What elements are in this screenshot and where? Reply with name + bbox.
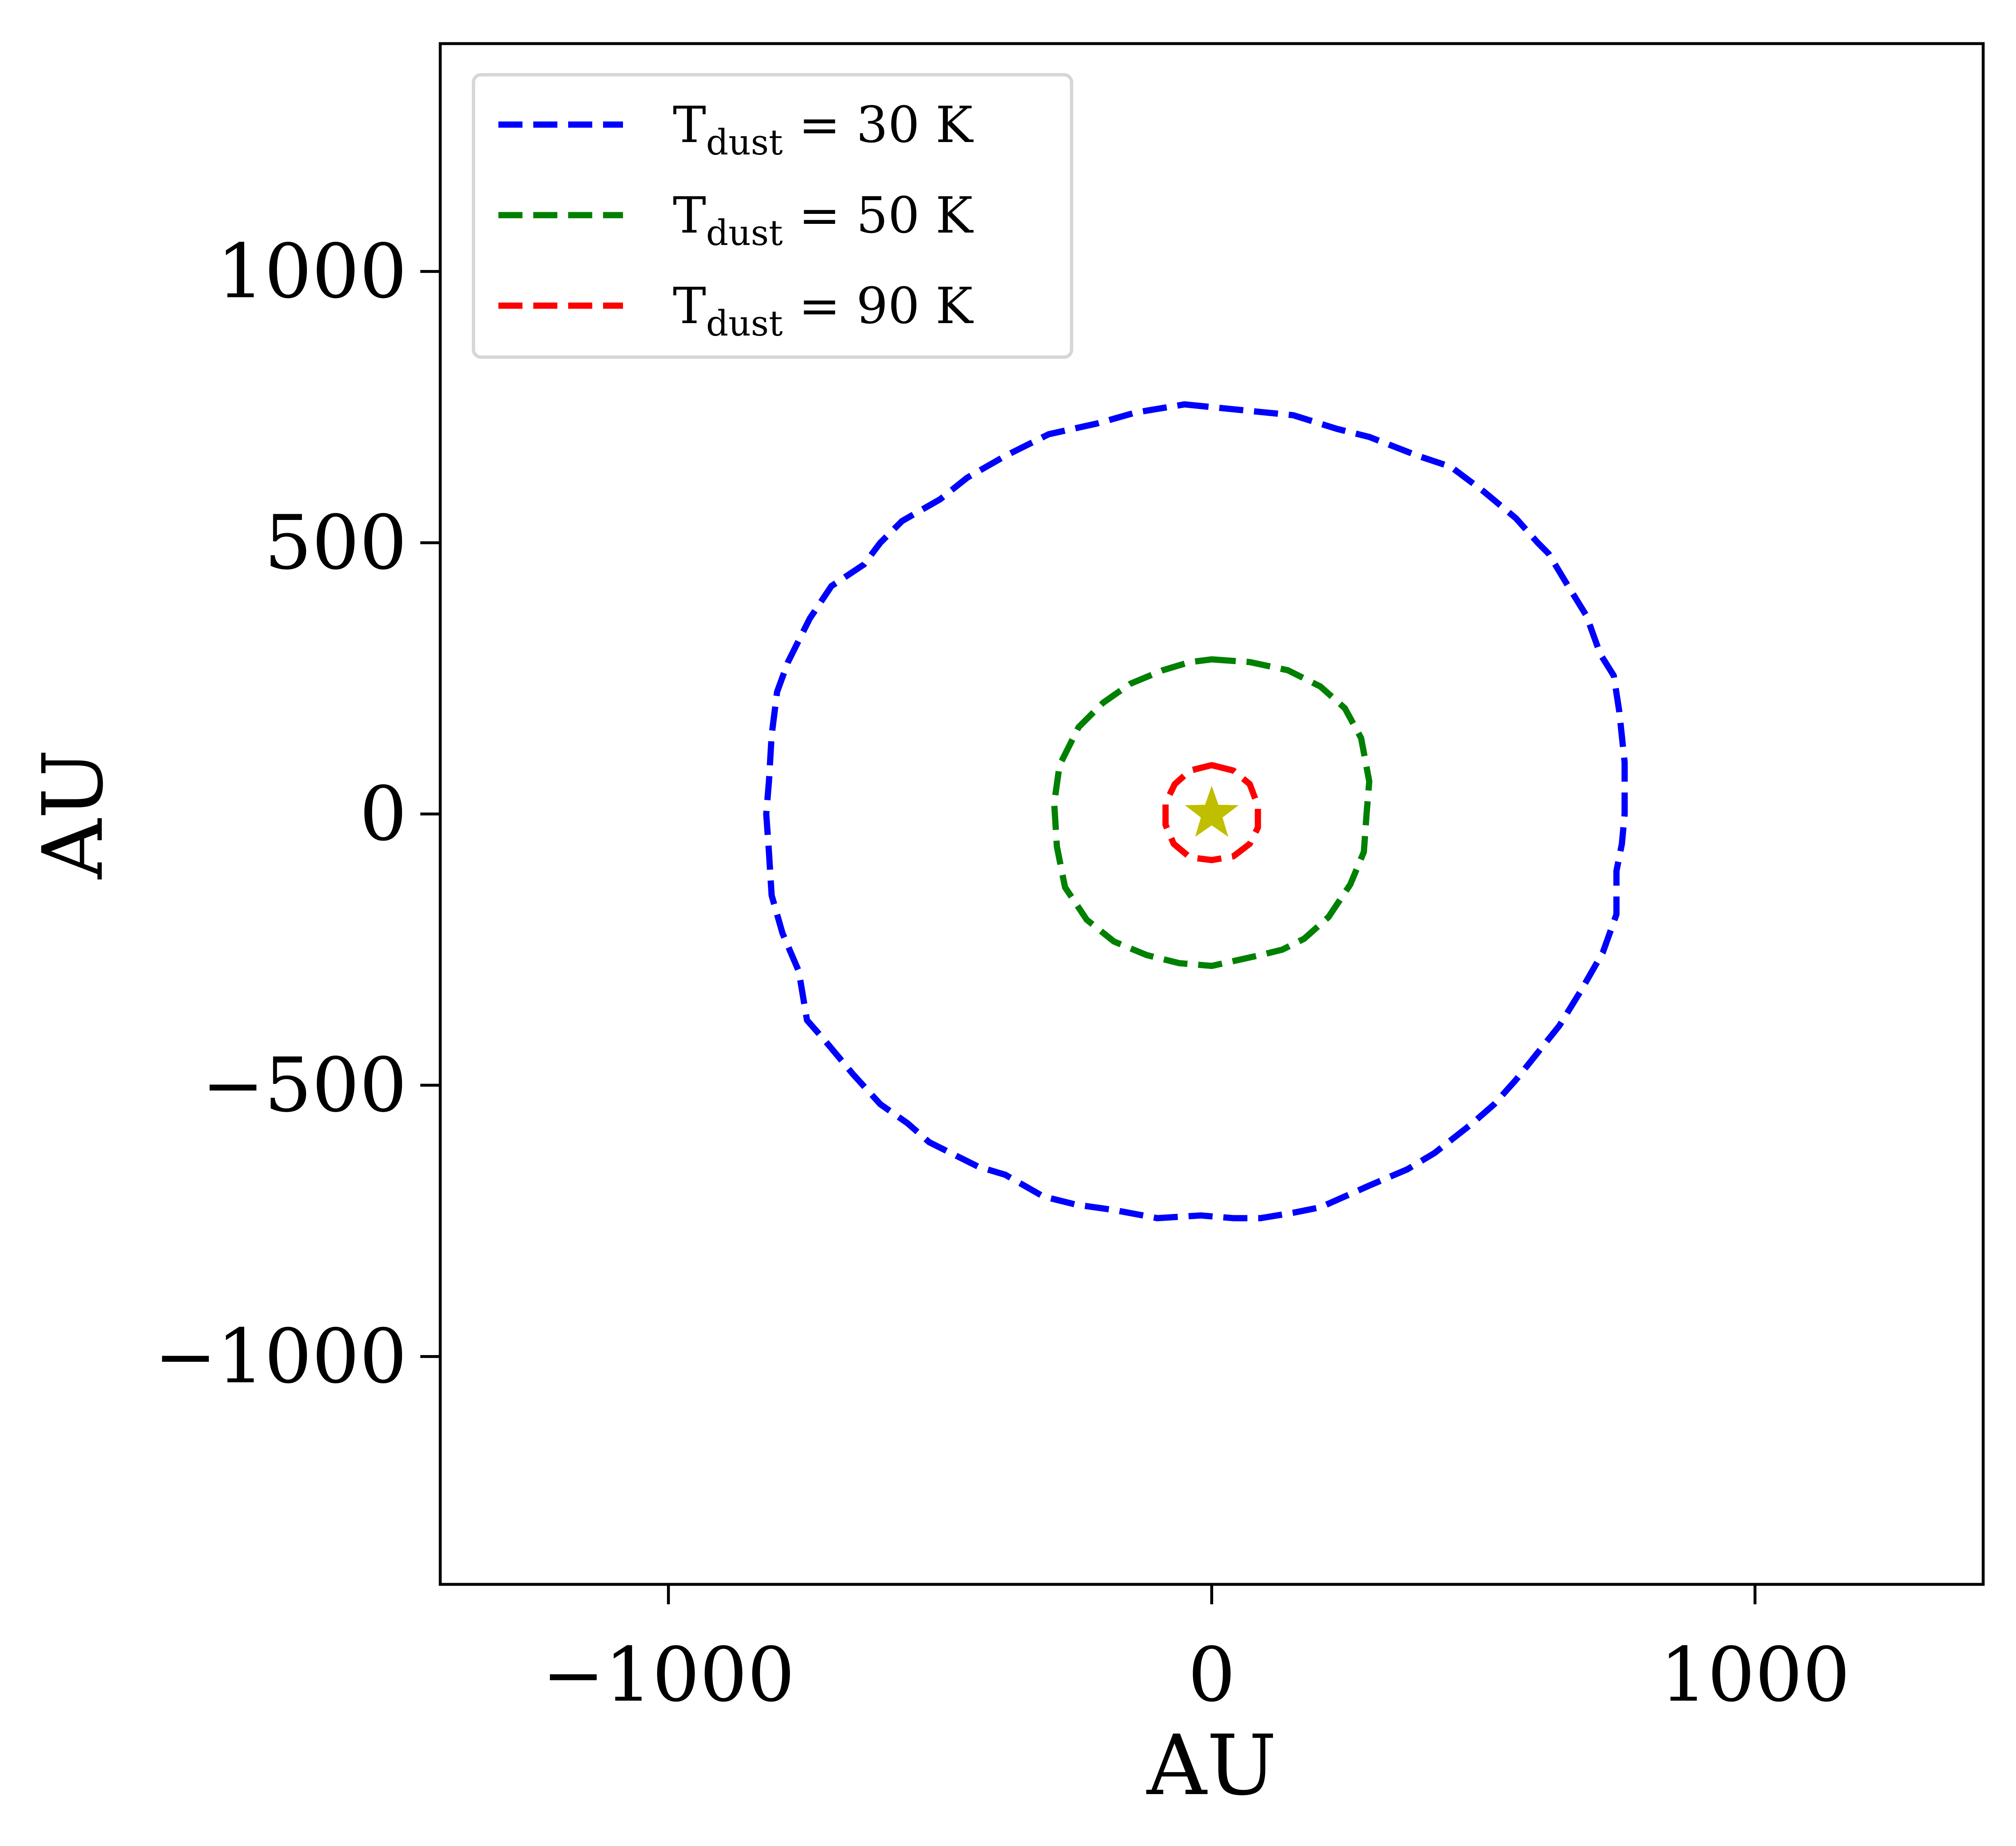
series-line-1 bbox=[1051, 656, 1373, 969]
legend-label-0: Tdust = 30 K bbox=[673, 96, 974, 163]
legend-label-1: Tdust = 50 K bbox=[673, 187, 974, 253]
y-tick-label: 500 bbox=[264, 500, 407, 586]
y-tick-label: 0 bbox=[359, 771, 407, 858]
y-tick-label: −500 bbox=[202, 1042, 407, 1129]
legend-label-2: Tdust = 90 K bbox=[673, 277, 974, 344]
x-tick-label: 1000 bbox=[1660, 1632, 1850, 1719]
series-line-2 bbox=[1162, 762, 1261, 863]
y-axis-ticks: −1000 −500 0 500 1000 bbox=[154, 228, 440, 1400]
x-tick-label: −1000 bbox=[542, 1632, 795, 1719]
x-axis-ticks: −1000 0 1000 bbox=[542, 1584, 1850, 1719]
legend: Tdust = 30 K Tdust = 50 K Tdust = 90 K bbox=[472, 73, 1073, 359]
series-line-0 bbox=[763, 401, 1628, 1221]
y-axis-title: AU bbox=[25, 749, 122, 880]
x-tick-label: 0 bbox=[1188, 1632, 1236, 1719]
y-tick-label: 1000 bbox=[217, 228, 407, 315]
star-marker bbox=[1185, 785, 1239, 837]
x-axis-title: AU bbox=[1146, 1717, 1277, 1814]
series-layer bbox=[763, 401, 1628, 1221]
y-tick-label: −1000 bbox=[154, 1313, 407, 1400]
legend-box bbox=[472, 73, 1073, 359]
marker-layer bbox=[1185, 785, 1239, 837]
